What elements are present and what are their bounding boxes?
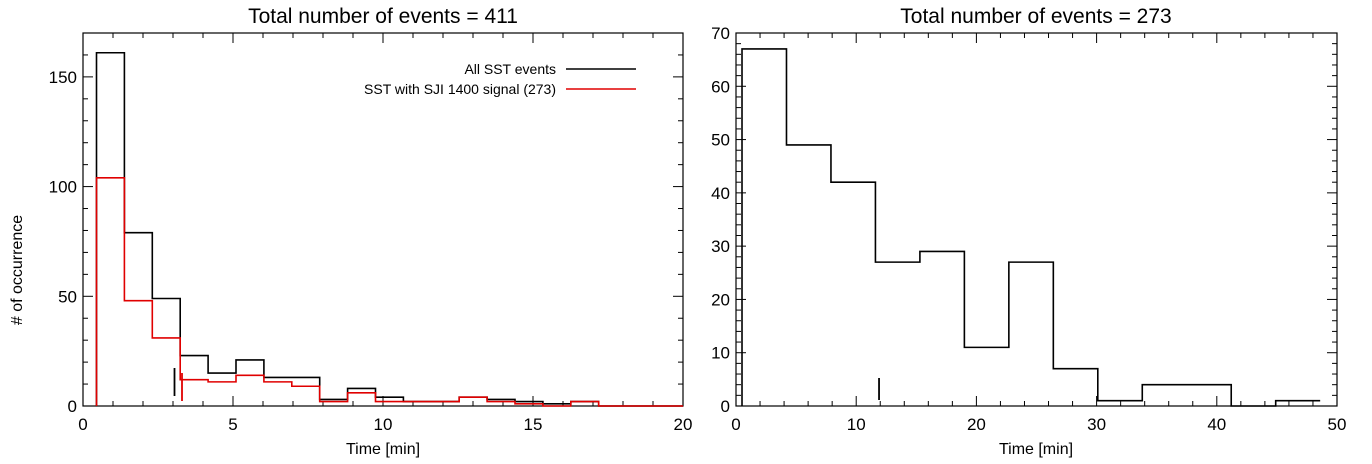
right-histogram-panel: Total number of events = 273 Time [min] …	[711, 5, 1346, 458]
x-tick-label: 5	[228, 415, 237, 434]
y-tick-label: 150	[49, 68, 77, 87]
x-tick-label: 10	[847, 415, 866, 434]
x-tick-label: 50	[1328, 415, 1347, 434]
x-tick-label: 40	[1207, 415, 1226, 434]
y-tick-label: 100	[49, 178, 77, 197]
y-tick-label: 60	[711, 77, 730, 96]
y-tick-label: 40	[711, 184, 730, 203]
x-tick-label: 10	[374, 415, 393, 434]
histogram-series-1	[95, 177, 683, 407]
x-tick-label: 30	[1087, 415, 1106, 434]
y-tick-label: 30	[711, 237, 730, 256]
y-tick-label: 50	[58, 287, 77, 306]
left-chart-title: Total number of events = 411	[248, 5, 518, 28]
left-y-axis-label: # of occurrence	[9, 215, 26, 325]
y-tick-label: 10	[711, 344, 730, 363]
x-tick-label: 15	[524, 415, 543, 434]
y-tick-label: 20	[711, 290, 730, 309]
legend-label-all-sst: All SST events	[464, 61, 556, 77]
left-histogram-panel: Total number of events = 411 Time [min] …	[9, 5, 692, 458]
y-tick-label: 0	[721, 397, 730, 416]
legend-label-sst-sji: SST with SJI 1400 signal (273)	[364, 81, 556, 97]
y-tick-label: 0	[68, 397, 77, 416]
right-x-axis-label: Time [min]	[999, 441, 1073, 458]
histogram-series-0	[95, 51, 683, 407]
y-tick-label: 70	[711, 24, 730, 43]
right-chart-title: Total number of events = 273	[900, 5, 1171, 28]
histogram-series-0	[741, 48, 1321, 407]
x-tick-label: 0	[78, 415, 87, 434]
x-tick-label: 0	[731, 415, 740, 434]
left-x-axis-label: Time [min]	[346, 441, 420, 458]
y-tick-label: 50	[711, 131, 730, 150]
plot-frame	[735, 32, 1338, 407]
x-tick-label: 20	[674, 415, 693, 434]
x-tick-label: 20	[967, 415, 986, 434]
